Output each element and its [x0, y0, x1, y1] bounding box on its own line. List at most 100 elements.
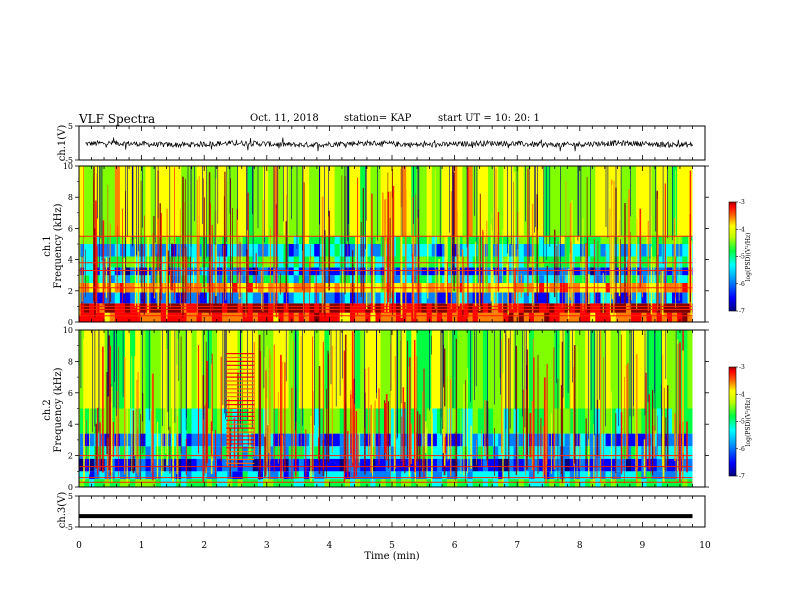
spectrogram-cell [150, 303, 157, 313]
spectrogram-cell [549, 292, 555, 304]
spectrogram-cell [595, 471, 601, 480]
ch1-trace [85, 137, 693, 152]
spectrogram-cell [672, 292, 678, 304]
spectrogram-cell [109, 256, 116, 268]
spectrogram-cell [666, 479, 673, 487]
spectrogram-cell [508, 303, 514, 313]
spectrogram-cell [288, 303, 295, 313]
spectrogram-cell [564, 433, 571, 447]
spectrogram-cell [426, 292, 433, 304]
spectrogram-cell [314, 312, 320, 322]
spectrogram-cell [682, 303, 688, 313]
spectrogram-cell [160, 303, 167, 313]
y-tick-label: 10 [63, 326, 73, 335]
spectrogram-cell [288, 292, 295, 304]
spectrogram-cell [171, 479, 177, 487]
spectrogram-cell [211, 256, 218, 268]
spectrogram-cell [513, 312, 519, 322]
spectrogram-cell [426, 312, 433, 322]
spectrogram-cell [472, 166, 479, 237]
spectrogram-cell [605, 275, 612, 283]
spectrogram-cell [631, 244, 637, 257]
spectrogram-cell [661, 479, 668, 487]
spectrogram-cell [303, 236, 310, 244]
spectrogram-cell [631, 433, 637, 447]
spectrogram-cell [574, 312, 581, 322]
spectrogram-cell [125, 275, 131, 283]
spectrogram-cell [477, 312, 484, 322]
spectrogram-cell [171, 244, 177, 257]
spectrogram-cell [329, 244, 335, 257]
spectrogram-cell [472, 330, 479, 409]
spectrogram-cell [263, 236, 269, 244]
spectrogram-cell [191, 312, 197, 322]
spectrogram-cell [539, 458, 545, 472]
spectrogram-cell [176, 236, 182, 244]
spectrogram-cell [355, 471, 361, 480]
spectrogram-cell [293, 312, 300, 322]
spectrogram-cell [217, 244, 223, 257]
spectrogram-cell [677, 256, 683, 268]
spectrogram-cell [666, 244, 673, 257]
spectrogram-cell [554, 330, 560, 409]
spectrogram-cell [263, 330, 269, 409]
spectrogram-cell [528, 330, 535, 409]
spectrogram-cell [666, 303, 673, 313]
spectrogram-cell [564, 446, 571, 459]
spectrogram-cell [682, 256, 688, 268]
spectrogram-cell [431, 244, 438, 257]
spectrogram-cell [457, 312, 463, 322]
spectrogram-cell [539, 433, 545, 447]
spectrogram-cell [293, 236, 300, 244]
spectrogram-cell [636, 166, 642, 237]
spectrogram-cell [656, 166, 663, 237]
spectrogram-cell [99, 267, 105, 276]
spectrogram-cell [89, 479, 95, 487]
colorbar-tick-label: -7 [739, 473, 745, 480]
spectrogram-cell [339, 446, 346, 459]
spectrogram-cell [477, 303, 484, 313]
spectrogram-cell [268, 292, 274, 304]
spectrogram-cell [186, 244, 192, 257]
spectrogram-cell [447, 303, 453, 313]
spectrogram-cell [462, 267, 468, 276]
spectrogram-cell [626, 458, 632, 472]
spectrogram-cell [278, 166, 284, 237]
spectrogram-cell [298, 330, 305, 409]
spectrogram-cell [232, 303, 238, 313]
spectrogram-cell [283, 458, 289, 472]
spectrogram-cell [171, 312, 177, 322]
spectrogram-cell [666, 267, 673, 276]
spectrogram-cell [528, 292, 535, 304]
spectrogram-cell [426, 446, 433, 459]
spectrogram-cell [217, 256, 223, 268]
spectrogram-cell [406, 256, 412, 268]
spectrogram-cell [544, 471, 550, 480]
spectrogram-cell [580, 330, 586, 409]
spectrogram-cell [477, 330, 484, 409]
spectrogram-cell [421, 312, 427, 322]
x-tick-label: 0 [76, 541, 82, 551]
spectrogram-cell [687, 312, 693, 322]
spectrogram-cell [324, 330, 330, 409]
spectrogram-cell [186, 312, 192, 322]
spectrogram-cell [232, 166, 238, 237]
spectrogram-cell [488, 446, 494, 459]
spectrogram-cell [309, 433, 315, 447]
spectrogram-cell [493, 458, 499, 472]
spectrogram-cell [600, 312, 606, 322]
spectrogram-cell [257, 292, 264, 304]
spectrogram-cell [656, 256, 663, 268]
spectrogram-cell [104, 236, 111, 244]
spectrogram-cell [513, 166, 519, 237]
spectrogram-cell [263, 275, 269, 283]
spectrogram-cell [191, 256, 197, 268]
spectrogram-cell [447, 236, 453, 244]
spectrogram-cell [150, 479, 157, 487]
spectrogram-cell [682, 244, 688, 257]
y-tick-label: -5 [65, 156, 73, 165]
spectrogram-cell [350, 236, 356, 244]
spectrogram-cell [186, 433, 192, 447]
spectrogram-cell [334, 303, 341, 313]
colorbar-tick-label: -5 [739, 254, 745, 261]
